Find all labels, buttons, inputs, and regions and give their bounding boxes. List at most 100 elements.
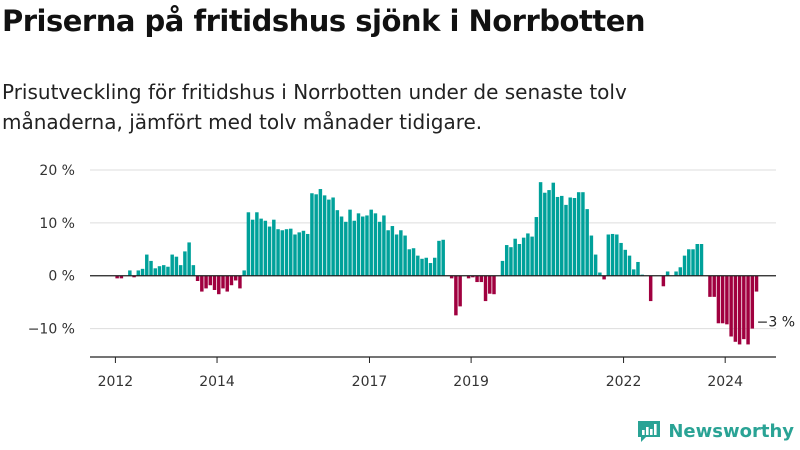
- bar: [204, 275, 208, 289]
- bar: [361, 216, 365, 276]
- bar: [471, 275, 475, 278]
- bar: [416, 255, 420, 276]
- bar: [221, 275, 225, 289]
- bar: [170, 254, 174, 276]
- bar: [458, 275, 462, 307]
- bar: [318, 189, 323, 276]
- bar: [725, 275, 729, 325]
- bar: [526, 233, 530, 276]
- bar: [339, 216, 344, 276]
- bar: [568, 197, 572, 276]
- bar: [454, 275, 458, 316]
- bar: [509, 247, 513, 276]
- bar: [212, 275, 217, 290]
- bar: [504, 245, 509, 276]
- bar: [492, 275, 496, 295]
- bar: [377, 221, 382, 276]
- bar: [229, 275, 234, 286]
- bar: [733, 275, 738, 342]
- bar: [399, 230, 403, 276]
- bar: [128, 270, 132, 276]
- bar: [576, 192, 581, 276]
- bar: [166, 266, 170, 276]
- x-tick-label: 2019: [453, 374, 489, 390]
- bar: [284, 229, 289, 276]
- bar: [543, 192, 547, 276]
- bar: [187, 242, 191, 276]
- bar: [161, 265, 166, 276]
- bar: [348, 209, 352, 276]
- bar: [208, 275, 213, 286]
- y-tick-label: 0 %: [48, 269, 75, 285]
- bar: [560, 195, 564, 276]
- bar: [661, 275, 666, 287]
- bar: [327, 199, 331, 276]
- bar: [178, 265, 183, 276]
- bar: [627, 255, 632, 276]
- bar: [449, 275, 454, 279]
- bar: [267, 226, 272, 276]
- bar: [513, 238, 517, 276]
- x-tick-label: 2012: [98, 374, 134, 390]
- bar: [305, 233, 310, 276]
- bar: [699, 244, 704, 276]
- bar: [407, 249, 412, 276]
- bar: [386, 230, 390, 276]
- bar: [411, 248, 416, 276]
- bar: [246, 212, 251, 276]
- bar: [322, 195, 327, 276]
- bar: [191, 265, 196, 276]
- bar: [390, 226, 395, 276]
- bar: [259, 218, 263, 276]
- bars: [115, 182, 759, 345]
- bar: [276, 229, 280, 276]
- bar: [280, 230, 285, 276]
- bar: [750, 275, 755, 329]
- y-tick-label: 20 %: [39, 163, 75, 179]
- bar: [585, 209, 589, 276]
- bar: [602, 275, 606, 280]
- bar: [132, 275, 136, 278]
- bar: [589, 235, 594, 276]
- bar: [356, 213, 361, 276]
- bar: [479, 275, 484, 283]
- bar: [610, 233, 615, 276]
- bar: [331, 197, 335, 276]
- brand-name: Newsworthy: [668, 420, 794, 442]
- bar: [382, 215, 386, 276]
- bar: [687, 249, 691, 276]
- bar: [424, 257, 428, 276]
- bar: [153, 268, 157, 276]
- bar: [720, 275, 725, 324]
- bar: [572, 198, 577, 276]
- bar: [551, 182, 556, 276]
- x-tick-label: 2024: [707, 374, 743, 390]
- bar: [598, 272, 602, 276]
- bar: [665, 271, 670, 276]
- bar: [606, 234, 611, 276]
- bar: [437, 240, 441, 276]
- bar: [737, 275, 742, 345]
- bar: [403, 235, 407, 276]
- bar: [217, 275, 221, 295]
- bar: [136, 270, 141, 276]
- bar: [352, 220, 357, 276]
- bar: [500, 260, 505, 276]
- bar: [250, 219, 255, 276]
- bar: [483, 275, 488, 302]
- bar: [115, 275, 119, 279]
- bar: [729, 275, 733, 337]
- bar: [708, 275, 712, 297]
- bar: [593, 254, 598, 276]
- bar: [420, 258, 424, 276]
- bar: [716, 275, 721, 324]
- bar: [272, 219, 276, 276]
- bar: [555, 196, 560, 276]
- bar: [255, 212, 259, 276]
- bar: [636, 261, 640, 276]
- x-tick-label: 2017: [352, 374, 388, 390]
- bar: [754, 275, 759, 292]
- bar: [712, 275, 716, 297]
- y-tick-label: −10 %: [28, 322, 75, 338]
- bar: [263, 220, 268, 276]
